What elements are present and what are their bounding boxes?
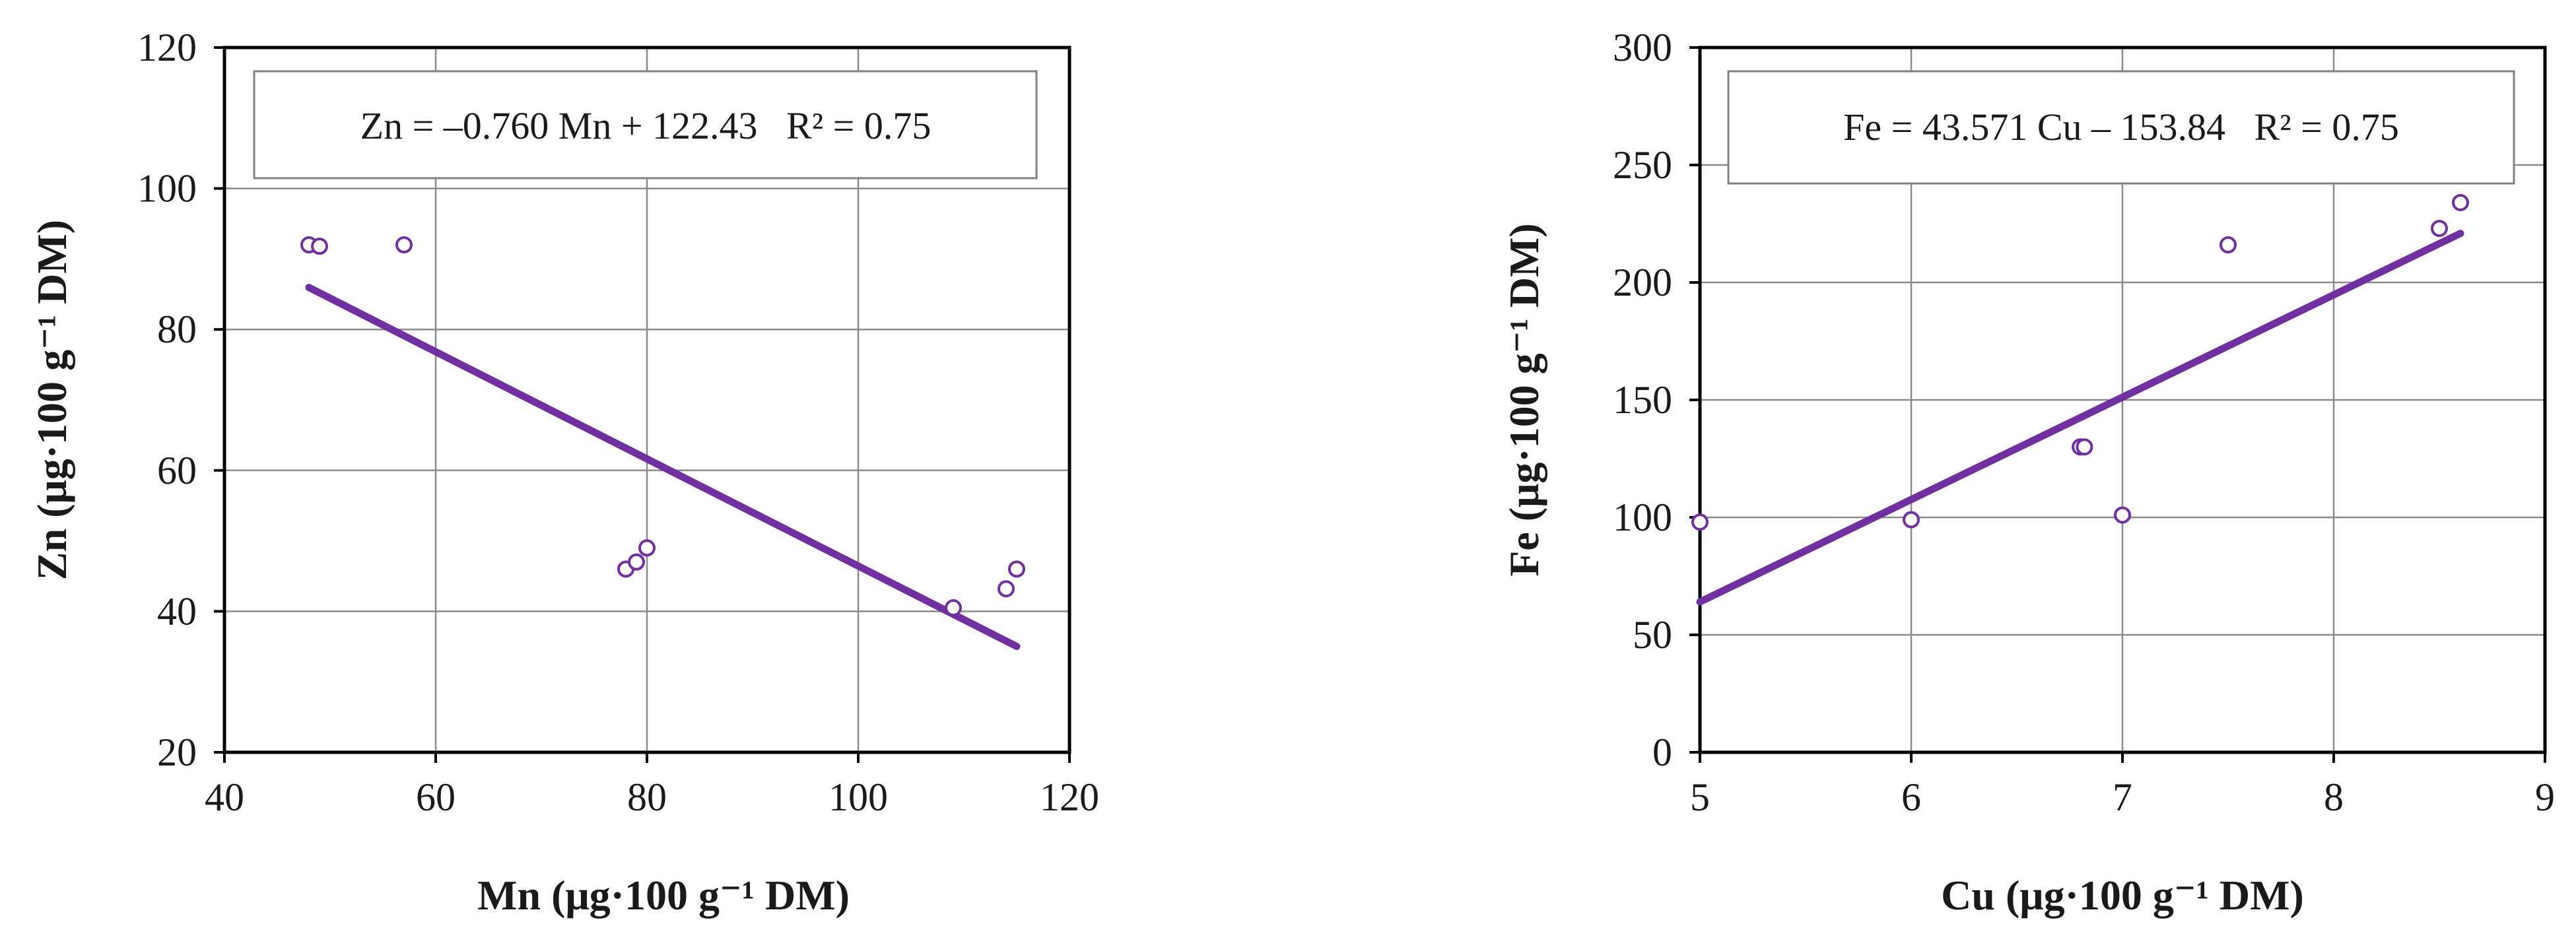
y-tick-label: 200 bbox=[1613, 261, 1672, 304]
data-point bbox=[1008, 560, 1025, 578]
x-tick-label: 80 bbox=[627, 775, 667, 819]
y-tick-label: 0 bbox=[1652, 731, 1672, 774]
x-axis-title: Cu (μg·100 g⁻¹ DM) bbox=[1941, 872, 2304, 919]
equation-box: Fe = 43.571 Cu – 153.84 R² = 0.75 bbox=[1727, 70, 2515, 185]
x-tick-label: 60 bbox=[416, 775, 456, 819]
y-tick-label: 80 bbox=[157, 308, 197, 351]
data-point bbox=[311, 238, 328, 255]
y-tick-label: 50 bbox=[1633, 613, 1672, 657]
y-tick-label: 20 bbox=[157, 731, 197, 774]
x-tick-label: 120 bbox=[1040, 775, 1099, 819]
x-tick-label: 7 bbox=[2113, 775, 2132, 819]
y-tick-label: 150 bbox=[1613, 378, 1672, 422]
x-tick-label: 40 bbox=[205, 775, 244, 819]
x-axis-title: Mn (μg·100 g⁻¹ DM) bbox=[477, 872, 850, 919]
data-point bbox=[945, 599, 962, 617]
data-point bbox=[1903, 511, 1920, 529]
data-point bbox=[2220, 236, 2237, 254]
chart-fe-vs-cu: 5 6 7 8 9 0 50 100 150 200 250 300 Fe = 43.571 Cu … bbox=[1501, 26, 2555, 919]
tick-marks bbox=[214, 46, 1071, 763]
x-tick-label: 6 bbox=[1901, 775, 1921, 819]
trendline bbox=[305, 284, 1021, 650]
data-point bbox=[628, 553, 645, 571]
x-tick-label: 100 bbox=[829, 775, 888, 819]
x-tick-label: 9 bbox=[2535, 775, 2555, 819]
data-point bbox=[2431, 220, 2448, 238]
data-point bbox=[395, 236, 413, 254]
data-point bbox=[2452, 193, 2469, 211]
x-tick-labels: 5 6 7 8 9 bbox=[1690, 775, 2555, 819]
equation-box-frame bbox=[1727, 70, 2515, 185]
y-tick-labels: 20 40 60 80 100 120 bbox=[137, 26, 197, 774]
data-point bbox=[1691, 513, 1709, 531]
y-axis-title: Fe (μg·100 g⁻¹ DM) bbox=[1501, 223, 1547, 576]
equation-label: Fe = 43.571 Cu – 153.84 R² = 0.75 bbox=[1843, 106, 2399, 148]
data-point bbox=[998, 580, 1015, 598]
data-point bbox=[2076, 438, 2093, 456]
x-tick-label: 8 bbox=[2324, 775, 2344, 819]
y-tick-label: 250 bbox=[1613, 143, 1672, 187]
x-tick-label: 5 bbox=[1690, 775, 1710, 819]
y-axis-title: Zn (μg·100 g⁻¹ DM) bbox=[28, 220, 75, 580]
equation-box-frame bbox=[253, 70, 1038, 179]
y-tick-label: 60 bbox=[157, 449, 197, 492]
y-tick-label: 40 bbox=[157, 589, 197, 633]
equation-box: Zn = –0.760 Mn + 122.43 R² = 0.75 bbox=[253, 70, 1038, 179]
equation-label: Zn = –0.760 Mn + 122.43 R² = 0.75 bbox=[360, 104, 932, 147]
x-tick-labels: 40 60 80 100 120 bbox=[205, 775, 1099, 819]
y-tick-label: 100 bbox=[1613, 496, 1672, 539]
y-tick-label: 120 bbox=[137, 26, 197, 69]
data-points bbox=[300, 236, 1025, 617]
trendline bbox=[1696, 230, 2464, 606]
y-tick-label: 300 bbox=[1613, 26, 1672, 69]
y-tick-label: 100 bbox=[137, 167, 197, 211]
data-point bbox=[2114, 506, 2131, 524]
y-tick-labels: 0 50 100 150 200 250 300 bbox=[1613, 26, 1672, 774]
data-point bbox=[638, 539, 656, 557]
data-points bbox=[1691, 193, 2469, 531]
